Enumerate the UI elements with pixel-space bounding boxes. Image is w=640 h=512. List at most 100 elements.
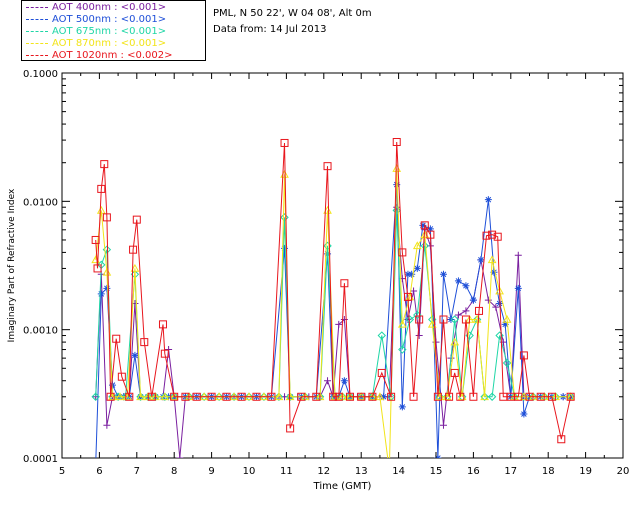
x-tick-label: 5 [59, 466, 65, 477]
data-point [97, 184, 106, 193]
data-point [420, 241, 429, 251]
data-point [520, 410, 528, 418]
data-point [340, 377, 348, 385]
data-point [312, 392, 321, 401]
data-point [488, 230, 497, 239]
data-point [557, 435, 566, 444]
data-point [106, 392, 115, 401]
series-line [95, 168, 571, 458]
data-point [176, 454, 184, 458]
series-group [91, 137, 575, 458]
data-point [129, 245, 138, 254]
x-tick-label: 19 [579, 466, 592, 477]
data-point [207, 392, 216, 401]
data-point [112, 334, 121, 343]
data-point [461, 315, 470, 324]
data-point [357, 392, 366, 401]
data-point [477, 256, 485, 264]
data-point [297, 392, 306, 401]
data-point [398, 248, 407, 257]
data-point [324, 377, 332, 385]
data-point [267, 392, 276, 401]
data-point [480, 392, 489, 401]
data-point [140, 338, 149, 347]
x-tick-label: 8 [171, 466, 177, 477]
data-point [115, 392, 125, 401]
data-point [426, 225, 434, 233]
data-point [102, 213, 111, 222]
series-4 [91, 164, 575, 458]
data-point [244, 392, 254, 401]
site-info: PML, N 50 22', W 04 08', Alt 0m [213, 8, 372, 19]
data-point [160, 349, 169, 358]
legend-label: AOT 870nm : <0.001> [52, 38, 167, 49]
data-point [493, 232, 502, 241]
data-point [136, 392, 145, 401]
data-point [398, 275, 406, 283]
data-point [415, 315, 424, 324]
data-point [274, 392, 284, 401]
data-point [514, 392, 523, 401]
data-point [160, 392, 170, 401]
data-point [450, 337, 460, 346]
data-point [482, 231, 491, 240]
data-point [286, 424, 295, 433]
data-point [445, 392, 454, 401]
data-point [170, 392, 179, 401]
legend: AOT 400nm : <0.001> AOT 500nm : <0.001> … [21, 0, 206, 61]
data-point [274, 392, 284, 401]
data-point [214, 392, 224, 401]
data-point [377, 368, 386, 377]
legend-label: AOT 675nm : <0.001> [52, 26, 167, 37]
data-point [484, 296, 492, 304]
y-tick-label: 0.0100 [23, 197, 58, 208]
data-point [413, 264, 421, 272]
x-tick-label: 20 [617, 466, 630, 477]
data-point [103, 421, 111, 429]
data-point [334, 392, 343, 401]
data-point [514, 284, 522, 292]
data-point [462, 307, 470, 315]
data-point [192, 392, 201, 401]
data-point [102, 267, 112, 276]
data-point [547, 392, 556, 401]
data-point [280, 138, 289, 147]
data-point [375, 392, 385, 401]
data-point [469, 296, 477, 304]
data-point [125, 392, 134, 401]
data-point [380, 393, 388, 401]
data-point [492, 303, 500, 311]
data-point [439, 315, 448, 324]
data-point [259, 392, 269, 401]
data-point [103, 284, 111, 292]
legend-label: AOT 400nm : <0.001> [52, 2, 167, 13]
data-point [469, 392, 478, 401]
x-tick-label: 15 [430, 466, 443, 477]
data-point [345, 392, 354, 401]
data-point [199, 392, 209, 401]
data-point [419, 221, 427, 229]
data-point [368, 392, 377, 401]
data-point [415, 332, 423, 340]
data-point [403, 292, 412, 301]
data-point [501, 320, 509, 328]
data-point [222, 392, 231, 401]
x-tick-label: 10 [243, 466, 256, 477]
data-point [567, 393, 575, 401]
data-point [392, 137, 401, 146]
data-point [281, 244, 289, 252]
data-point [427, 319, 437, 328]
data-point [450, 315, 459, 324]
data-point [454, 277, 462, 285]
y-tick-label: 0.0010 [23, 326, 58, 337]
data-point [487, 392, 497, 401]
data-point [450, 368, 459, 377]
data-point [136, 392, 145, 401]
data-point [480, 392, 489, 401]
data-point [237, 392, 246, 401]
x-tick-label: 13 [355, 466, 368, 477]
y-tick-label: 0.0001 [23, 454, 58, 465]
y-tick-label: 0.1000 [23, 69, 58, 80]
data-point [323, 162, 332, 171]
data-point [525, 392, 534, 401]
